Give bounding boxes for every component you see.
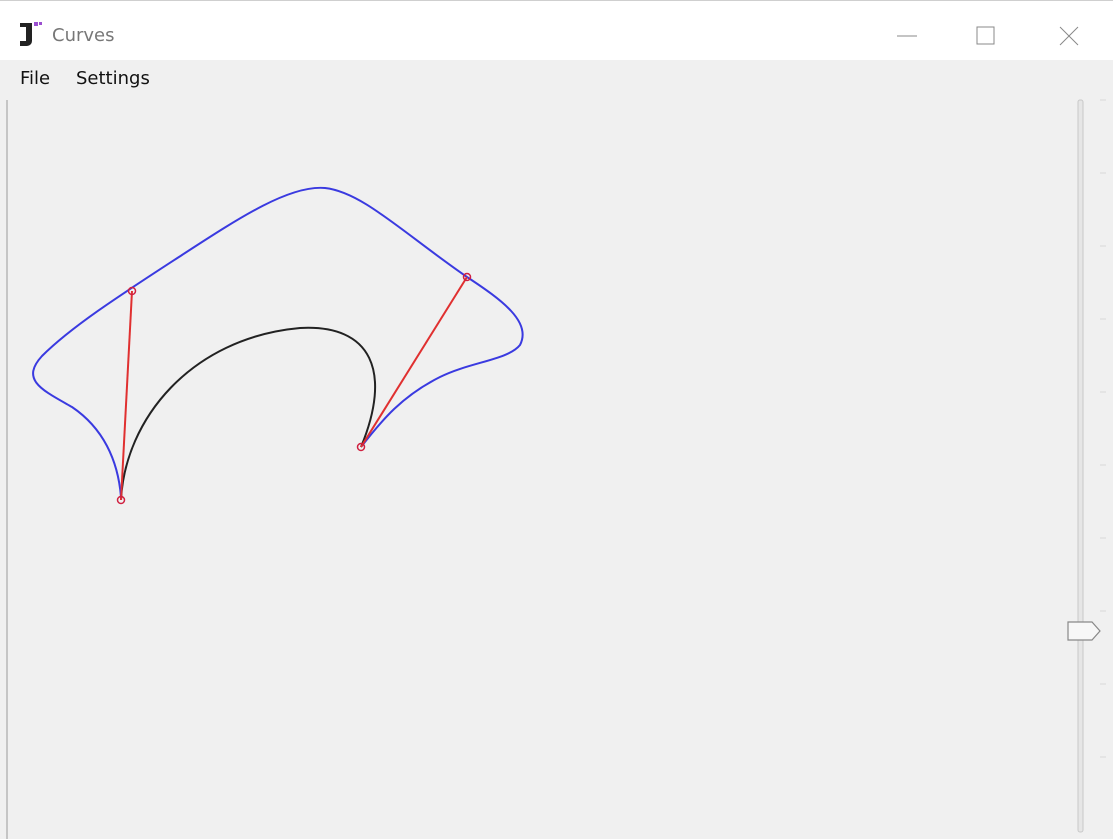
control-point[interactable] (462, 272, 472, 282)
maximize-button[interactable] (976, 26, 995, 45)
black-curve (120, 326, 376, 501)
menu-settings[interactable]: Settings (76, 68, 150, 89)
window-controls (897, 26, 1079, 46)
slider-ticks (1100, 99, 1106, 758)
title-bar: Curves (0, 0, 1113, 60)
menu-bar: File Settings (0, 60, 1113, 96)
tangent-line (360, 276, 468, 448)
control-point[interactable] (116, 495, 126, 505)
app-icon (20, 22, 42, 46)
close-button[interactable] (1059, 26, 1079, 46)
menu-file[interactable]: File (20, 68, 51, 89)
window-title: Curves (52, 25, 115, 46)
slider-track (1077, 99, 1084, 833)
tangent-line (120, 290, 133, 501)
blue-curve (32, 186, 524, 498)
control-point[interactable] (356, 442, 366, 452)
control-point[interactable] (127, 286, 137, 296)
slider-thumb[interactable] (1067, 621, 1101, 641)
